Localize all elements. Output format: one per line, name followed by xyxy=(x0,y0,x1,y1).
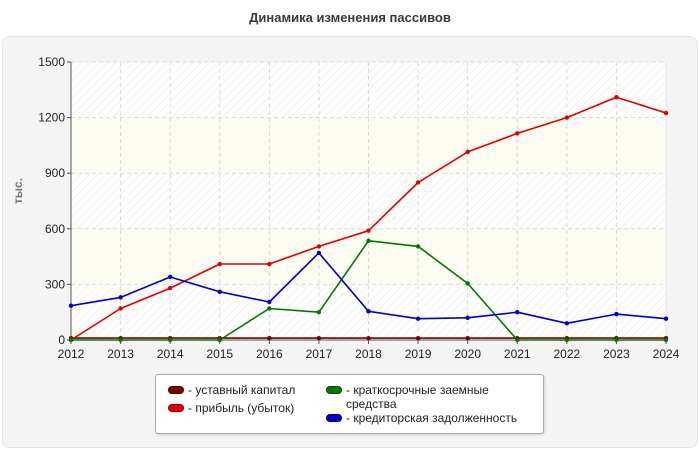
data-point-1 xyxy=(316,244,322,249)
y-tick-label: 1500 xyxy=(38,55,65,69)
data-point-2 xyxy=(614,337,619,343)
y-tick-label: 300 xyxy=(45,277,65,291)
x-tick-label: 2014 xyxy=(157,347,184,361)
data-point-0 xyxy=(465,335,470,341)
data-point-2 xyxy=(167,337,173,343)
x-tick-label: 2022 xyxy=(553,347,580,361)
legend-item-profit: - прибыль (убыток) xyxy=(168,401,294,415)
legend-swatch-profit xyxy=(168,404,184,412)
legend-item-charter-capital: - уставный капитал xyxy=(168,383,295,397)
legend-label-accounts-payable: - кредиторская задолженность xyxy=(346,411,518,425)
data-point-3 xyxy=(415,316,421,321)
data-point-3 xyxy=(366,309,371,314)
data-point-1 xyxy=(465,149,470,155)
data-point-1 xyxy=(118,306,123,311)
data-point-2 xyxy=(217,337,222,343)
legend-item-short-term-loans: - краткосрочные заемные средства xyxy=(326,383,531,411)
data-point-3 xyxy=(167,274,173,280)
data-point-3 xyxy=(465,315,470,320)
data-point-3 xyxy=(564,321,570,326)
data-point-1 xyxy=(564,115,570,120)
x-tick-label: 2023 xyxy=(603,347,630,361)
legend-item-accounts-payable: - кредиторская задолженность xyxy=(326,411,517,425)
data-point-2 xyxy=(68,337,74,343)
x-tick-label: 2018 xyxy=(355,347,382,361)
legend-label-charter-capital: - уставный капитал xyxy=(188,383,296,397)
data-point-2 xyxy=(316,310,322,315)
data-point-2 xyxy=(267,306,272,311)
data-point-1 xyxy=(167,285,173,291)
data-point-3 xyxy=(316,250,322,256)
data-point-1 xyxy=(267,261,272,267)
legend-swatch-short-term-loans xyxy=(326,386,342,394)
data-point-1 xyxy=(663,110,669,116)
data-point-2 xyxy=(465,281,470,286)
data-point-3 xyxy=(267,299,272,305)
data-point-3 xyxy=(515,310,520,315)
data-point-1 xyxy=(217,261,222,267)
x-tick-label: 2012 xyxy=(58,347,85,361)
x-tick-label: 2015 xyxy=(206,347,233,361)
y-tick-label: 1200 xyxy=(38,111,65,125)
plot-background xyxy=(71,62,666,340)
data-point-2 xyxy=(515,337,520,343)
data-point-1 xyxy=(614,95,619,100)
y-tick-label: 0 xyxy=(58,333,65,347)
data-point-2 xyxy=(663,337,669,343)
data-point-1 xyxy=(515,131,520,136)
x-tick-label: 2017 xyxy=(306,347,333,361)
data-point-2 xyxy=(415,244,421,249)
data-point-0 xyxy=(316,335,322,341)
data-point-3 xyxy=(118,295,123,300)
x-tick-label: 2016 xyxy=(256,347,283,361)
data-point-1 xyxy=(366,228,371,233)
x-tick-label: 2020 xyxy=(454,347,481,361)
legend-label-short-term-loans: - краткосрочные заемные средства xyxy=(346,383,489,411)
data-point-3 xyxy=(663,316,669,321)
chart-title: Динамика изменения пассивов xyxy=(249,10,451,25)
legend-label-profit: - прибыль (убыток) xyxy=(188,401,295,415)
x-tick-label: 2019 xyxy=(405,347,432,361)
data-point-1 xyxy=(415,180,421,185)
y-axis-label: тыс. xyxy=(11,178,25,204)
data-point-3 xyxy=(614,311,619,317)
data-point-0 xyxy=(267,335,272,341)
y-tick-label: 600 xyxy=(45,222,65,236)
x-tick-label: 2021 xyxy=(504,347,531,361)
chart-legend: - уставный капитал - прибыль (убыток) - … xyxy=(155,374,544,434)
y-tick-label: 900 xyxy=(45,166,65,180)
data-point-3 xyxy=(217,289,222,295)
data-point-2 xyxy=(118,337,123,343)
legend-swatch-charter-capital xyxy=(168,386,184,394)
x-tick-label: 2013 xyxy=(107,347,134,361)
data-point-2 xyxy=(366,238,371,244)
data-point-3 xyxy=(68,303,74,308)
data-point-2 xyxy=(564,337,570,343)
data-point-0 xyxy=(366,335,371,341)
legend-swatch-accounts-payable xyxy=(326,414,342,422)
x-tick-label: 2024 xyxy=(653,347,680,361)
data-point-0 xyxy=(415,335,421,341)
